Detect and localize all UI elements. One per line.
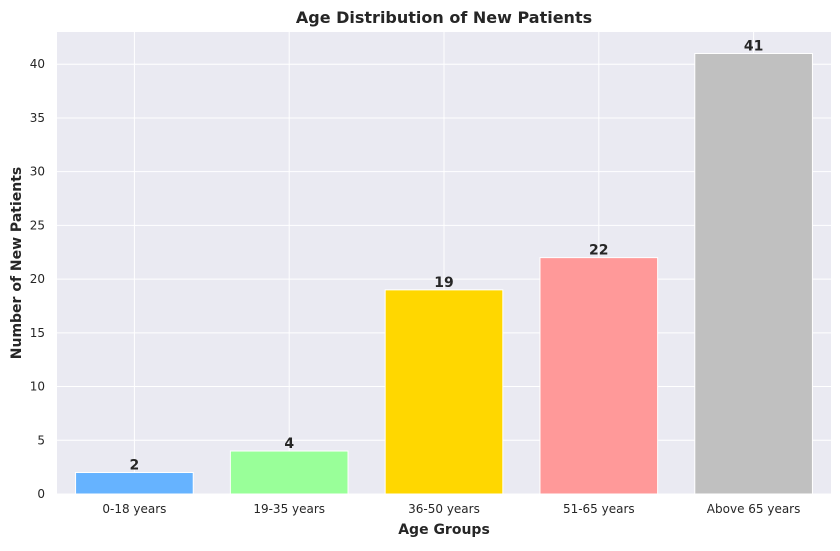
y-tick-label: 10 (30, 380, 45, 394)
bar (75, 472, 194, 495)
bar (694, 52, 813, 495)
y-tick-label: 30 (30, 165, 45, 179)
data-labels: 2 4 19 22 41 (130, 38, 764, 473)
y-tick-label: 25 (30, 218, 45, 232)
bars (75, 52, 813, 495)
x-tick-label: 51-65 years (563, 502, 635, 516)
bar-value-label: 2 (130, 458, 140, 474)
x-tick-label: 19-35 years (253, 502, 325, 516)
chart-title: Age Distribution of New Patients (296, 8, 592, 27)
y-tick-label: 35 (30, 111, 45, 125)
bar (384, 289, 504, 495)
bar-value-label: 19 (434, 275, 453, 291)
x-axis-label: Age Groups (398, 522, 490, 538)
y-axis-label: Number of New Patients (9, 167, 25, 359)
y-tick-label: 40 (30, 57, 45, 71)
y-tick-label: 20 (30, 272, 45, 286)
bar-value-label: 4 (284, 436, 294, 452)
bar (229, 450, 349, 495)
bar-value-label: 22 (589, 243, 608, 259)
y-axis-ticks: 0 5 10 15 20 25 30 35 40 (30, 57, 45, 501)
x-tick-label: 36-50 years (408, 502, 480, 516)
x-axis-ticks: 0-18 years 19-35 years 36-50 years 51-65 ye… (102, 502, 800, 516)
x-tick-label: 0-18 years (102, 502, 166, 516)
bar-value-label: 41 (744, 38, 763, 54)
y-tick-label: 0 (37, 487, 45, 501)
y-tick-label: 15 (30, 326, 45, 340)
y-tick-label: 5 (37, 433, 45, 447)
x-tick-label: Above 65 years (707, 502, 801, 516)
bar (539, 257, 659, 495)
